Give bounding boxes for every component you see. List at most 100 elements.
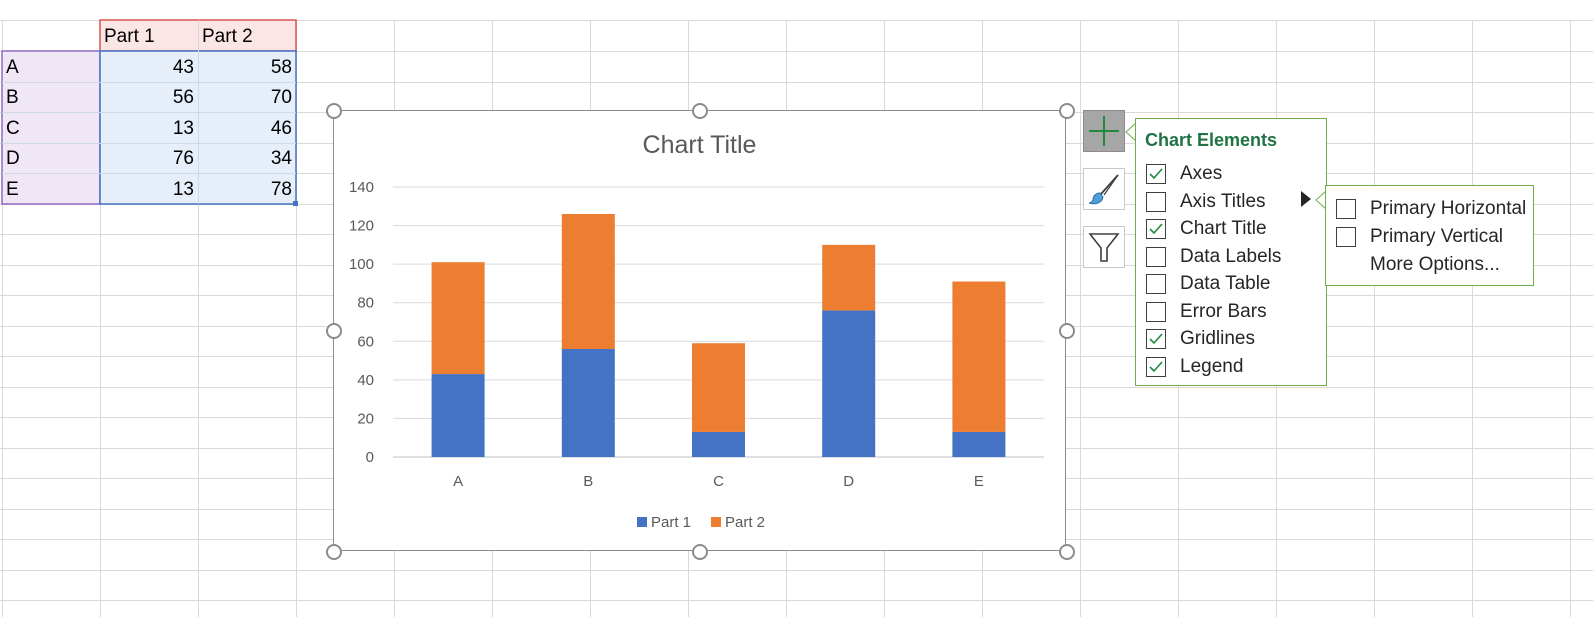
bar-d-series1[interactable]	[822, 310, 876, 457]
x-tick-label: B	[583, 473, 593, 490]
funnel-icon	[1088, 233, 1120, 262]
bar-b-series1[interactable]	[561, 349, 615, 457]
option-label: Primary Horizontal	[1370, 198, 1527, 219]
y-tick-label: 40	[357, 372, 374, 389]
resize-handle-bottom-left[interactable]	[326, 544, 342, 560]
option-axes[interactable]: Axes	[1146, 162, 1222, 186]
row-label-a[interactable]: A	[6, 57, 19, 78]
checkmark-icon	[1149, 333, 1163, 345]
checkbox[interactable]	[1146, 274, 1166, 294]
checkmark-icon	[1149, 360, 1163, 372]
chart-styles-button[interactable]	[1083, 168, 1125, 210]
y-tick-label: 80	[357, 295, 374, 312]
cell-d-part2[interactable]: 34	[270, 148, 292, 169]
option-label: Axes	[1180, 163, 1223, 184]
resize-handle-top-right[interactable]	[1059, 103, 1075, 119]
option-chart-title[interactable]: Chart Title	[1146, 217, 1267, 241]
chart-title[interactable]: Chart Title	[642, 131, 757, 159]
option-label: Axis Titles	[1180, 190, 1266, 212]
legend-swatch	[637, 517, 647, 527]
bar-c-series2[interactable]	[692, 343, 745, 432]
plot-area[interactable]: 0 20 40 60 80 100 120 140 A B C D E Part 1 Part 2	[334, 111, 1067, 552]
submenu-pointer	[1315, 190, 1327, 210]
checkbox[interactable]	[1146, 246, 1166, 267]
row-label-c[interactable]: C	[6, 118, 20, 139]
option-label: Chart Title	[1180, 218, 1267, 239]
bar-d-series2[interactable]	[822, 244, 876, 311]
header-part2[interactable]: Part 2	[202, 26, 253, 47]
cell-e-part2[interactable]: 78	[270, 179, 292, 200]
y-tick-label: 100	[349, 256, 374, 273]
checkbox[interactable]	[1146, 219, 1166, 239]
option-label: Legend	[1180, 355, 1244, 377]
bar-a-series1[interactable]	[431, 374, 485, 457]
cell-c-part2[interactable]: 46	[270, 118, 292, 139]
row-label-d[interactable]: D	[6, 148, 20, 169]
resize-handle-top-left[interactable]	[326, 103, 342, 119]
triangle-right-icon[interactable]	[1300, 190, 1312, 208]
option-legend[interactable]: Legend	[1146, 355, 1243, 379]
row-label-e[interactable]: E	[6, 179, 19, 200]
chart-elements-pane: Chart Elements Axes Axis Titles Chart Titl…	[1135, 118, 1327, 386]
checkbox[interactable]	[1146, 191, 1166, 212]
more-options-label: More Options...	[1370, 254, 1500, 275]
option-primary-horizontal[interactable]: Primary Horizontal	[1336, 197, 1526, 221]
resize-handle-bottom[interactable]	[692, 544, 708, 560]
pane-pointer	[1125, 122, 1137, 142]
option-gridlines[interactable]: Gridlines	[1146, 327, 1255, 351]
x-tick-label: C	[713, 473, 724, 490]
cell-e-part1[interactable]: 13	[172, 179, 194, 200]
checkbox[interactable]	[1146, 301, 1166, 322]
x-tick-label: D	[843, 473, 854, 490]
option-label: Gridlines	[1180, 328, 1255, 349]
header-part1[interactable]: Part 1	[104, 26, 155, 47]
option-axis-titles[interactable]: Axis Titles	[1146, 190, 1266, 214]
option-label: Primary Vertical	[1370, 226, 1504, 247]
cell-b-part1[interactable]: 56	[172, 87, 194, 108]
axis-titles-submenu: Primary Horizontal Primary Vertical More…	[1325, 185, 1534, 286]
resize-handle-top[interactable]	[692, 103, 708, 119]
chart-filters-button[interactable]	[1083, 226, 1125, 268]
bar-b-series2[interactable]	[561, 214, 615, 349]
legend-swatch	[711, 517, 721, 527]
resize-handle-bottom-right[interactable]	[1059, 544, 1075, 560]
bar-a-series2[interactable]	[431, 262, 485, 375]
option-error-bars[interactable]: Error Bars	[1146, 300, 1267, 324]
cell-c-part1[interactable]: 13	[172, 118, 194, 139]
chart-elements-button[interactable]	[1083, 110, 1125, 152]
resize-handle-left[interactable]	[326, 323, 342, 339]
bar-c-series1[interactable]	[692, 431, 745, 457]
checkbox[interactable]	[1146, 329, 1166, 349]
bar-e-series2[interactable]	[952, 281, 1006, 432]
option-primary-vertical[interactable]: Primary Vertical	[1336, 225, 1503, 249]
plus-icon	[1089, 116, 1119, 146]
y-tick-label: 20	[357, 410, 374, 427]
checkbox[interactable]	[1146, 164, 1166, 184]
y-tick-label: 140	[349, 179, 374, 196]
option-data-table[interactable]: Data Table	[1146, 272, 1271, 296]
option-label: Data Labels	[1180, 245, 1282, 267]
checkbox-primary-vertical[interactable]	[1336, 227, 1356, 247]
checkmark-icon	[1149, 223, 1163, 235]
bar-e-series1[interactable]	[952, 431, 1006, 457]
checkbox[interactable]	[1146, 356, 1166, 377]
cell-a-part2[interactable]: 58	[270, 57, 292, 78]
cell-b-part2[interactable]: 70	[270, 87, 292, 108]
option-label: Error Bars	[1180, 300, 1267, 322]
cell-a-part1[interactable]: 43	[172, 57, 194, 78]
legend-entry[interactable]: Part 1	[651, 514, 691, 531]
more-options-link[interactable]: More Options...	[1370, 253, 1500, 277]
y-tick-label: 60	[357, 333, 374, 350]
option-data-labels[interactable]: Data Labels	[1146, 245, 1281, 269]
checkbox-primary-horizontal[interactable]	[1336, 199, 1356, 219]
checkmark-icon	[1149, 168, 1163, 180]
resize-handle-right[interactable]	[1059, 323, 1075, 339]
y-tick-label: 120	[349, 218, 374, 235]
x-tick-label: E	[974, 473, 984, 490]
paintbrush-icon	[1088, 174, 1119, 205]
x-tick-label: A	[453, 473, 463, 490]
chart-area[interactable]: Chart Title 0 20 40 60 80 100 120 140 A B C D E Part …	[333, 110, 1066, 551]
row-label-b[interactable]: B	[6, 87, 19, 108]
cell-d-part1[interactable]: 76	[172, 148, 194, 169]
legend-entry[interactable]: Part 2	[725, 514, 765, 531]
